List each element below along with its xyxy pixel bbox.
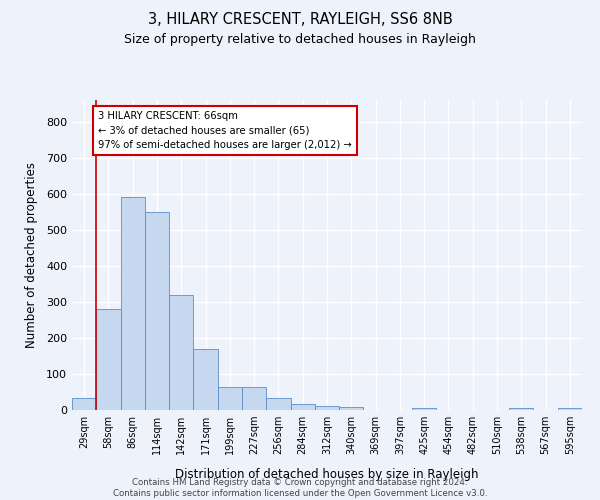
- Bar: [339, 407, 364, 410]
- Bar: [509, 408, 533, 410]
- Bar: [193, 350, 218, 410]
- Bar: [242, 386, 266, 410]
- X-axis label: Distribution of detached houses by size in Rayleigh: Distribution of detached houses by size …: [175, 468, 479, 481]
- Bar: [218, 386, 242, 410]
- Text: Size of property relative to detached houses in Rayleigh: Size of property relative to detached ho…: [124, 32, 476, 46]
- Text: 3, HILARY CRESCENT, RAYLEIGH, SS6 8NB: 3, HILARY CRESCENT, RAYLEIGH, SS6 8NB: [148, 12, 452, 28]
- Bar: [412, 408, 436, 410]
- Bar: [169, 294, 193, 410]
- Bar: [315, 406, 339, 410]
- Text: 3 HILARY CRESCENT: 66sqm
← 3% of detached houses are smaller (65)
97% of semi-de: 3 HILARY CRESCENT: 66sqm ← 3% of detache…: [98, 111, 352, 150]
- Bar: [290, 404, 315, 410]
- Text: Contains HM Land Registry data © Crown copyright and database right 2024.
Contai: Contains HM Land Registry data © Crown c…: [113, 478, 487, 498]
- Bar: [558, 408, 582, 410]
- Bar: [96, 309, 121, 410]
- Bar: [266, 398, 290, 410]
- Bar: [121, 198, 145, 410]
- Bar: [145, 212, 169, 410]
- Y-axis label: Number of detached properties: Number of detached properties: [25, 162, 38, 348]
- Bar: [72, 398, 96, 410]
